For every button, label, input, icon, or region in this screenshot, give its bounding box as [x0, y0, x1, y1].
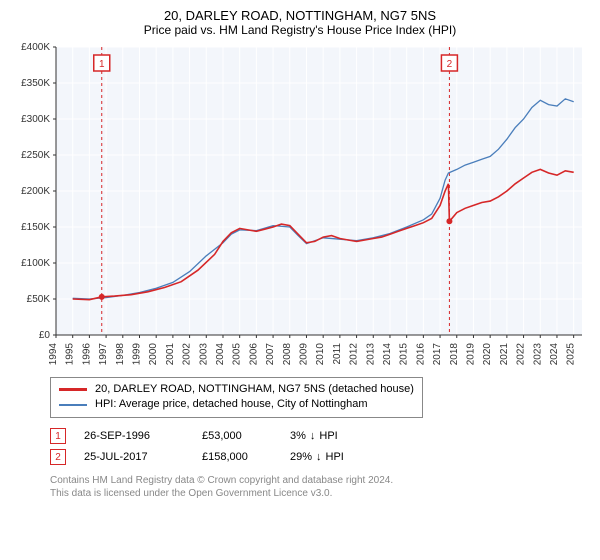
svg-text:2001: 2001	[165, 343, 176, 366]
svg-text:2017: 2017	[432, 343, 443, 366]
txn-date: 26-SEP-1996	[84, 426, 184, 447]
svg-text:2012: 2012	[349, 343, 360, 366]
svg-text:£300K: £300K	[21, 114, 50, 125]
svg-text:2009: 2009	[298, 343, 309, 366]
svg-text:1998: 1998	[115, 343, 126, 366]
svg-text:£150K: £150K	[21, 222, 50, 233]
svg-text:2016: 2016	[415, 343, 426, 366]
txn-date: 25-JUL-2017	[84, 447, 184, 468]
svg-text:2023: 2023	[532, 343, 543, 366]
svg-text:2015: 2015	[399, 343, 410, 366]
svg-text:2022: 2022	[516, 343, 527, 366]
svg-text:£250K: £250K	[21, 150, 50, 161]
transactions-table: 1 26-SEP-1996 £53,000 3% ↓ HPI 2 25-JUL-…	[50, 426, 590, 468]
chart-svg: £0 £50K £100K £150K £200K £250K £300K £350K £400…	[10, 41, 590, 371]
svg-text:2020: 2020	[482, 343, 493, 366]
arrow-down-icon: ↓	[316, 447, 322, 468]
table-row: 2 25-JUL-2017 £158,000 29% ↓ HPI	[50, 447, 590, 468]
svg-text:£0: £0	[39, 330, 51, 341]
svg-text:2014: 2014	[382, 343, 393, 366]
svg-text:1996: 1996	[81, 343, 92, 366]
legend-swatch	[59, 388, 87, 391]
legend-label: 20, DARLEY ROAD, NOTTINGHAM, NG7 5NS (de…	[95, 382, 414, 397]
svg-text:1994: 1994	[48, 343, 59, 366]
marker-badge: 2	[50, 449, 66, 465]
svg-text:1995: 1995	[65, 343, 76, 366]
marker-badge: 1	[50, 428, 66, 444]
svg-text:2011: 2011	[332, 343, 343, 365]
svg-text:1997: 1997	[98, 343, 109, 366]
txn-price: £158,000	[202, 447, 272, 468]
svg-text:2007: 2007	[265, 343, 276, 366]
svg-text:1999: 1999	[131, 343, 142, 366]
svg-text:2024: 2024	[549, 343, 560, 366]
legend-swatch	[59, 404, 87, 407]
legend: 20, DARLEY ROAD, NOTTINGHAM, NG7 5NS (de…	[50, 377, 423, 418]
svg-text:£400K: £400K	[21, 42, 50, 53]
txn-diff: 29% ↓ HPI	[290, 447, 380, 468]
svg-text:2004: 2004	[215, 343, 226, 366]
legend-item: 20, DARLEY ROAD, NOTTINGHAM, NG7 5NS (de…	[59, 382, 414, 397]
svg-text:2008: 2008	[282, 343, 293, 366]
svg-text:2025: 2025	[566, 343, 577, 366]
footer-line: This data is licensed under the Open Gov…	[50, 487, 590, 500]
txn-diff: 3% ↓ HPI	[290, 426, 380, 447]
footer: Contains HM Land Registry data © Crown c…	[50, 474, 590, 500]
svg-text:2006: 2006	[248, 343, 259, 366]
svg-text:2013: 2013	[365, 343, 376, 366]
chart-title: 20, DARLEY ROAD, NOTTINGHAM, NG7 5NS	[10, 8, 590, 23]
chart-subtitle: Price paid vs. HM Land Registry's House …	[10, 23, 590, 37]
svg-text:£50K: £50K	[27, 294, 51, 305]
txn-price: £53,000	[202, 426, 272, 447]
footer-line: Contains HM Land Registry data © Crown c…	[50, 474, 590, 487]
svg-text:£200K: £200K	[21, 186, 50, 197]
chart-area: £0 £50K £100K £150K £200K £250K £300K £350K £400…	[10, 41, 590, 371]
legend-label: HPI: Average price, detached house, City…	[95, 397, 368, 412]
svg-text:2021: 2021	[499, 343, 510, 366]
svg-text:2000: 2000	[148, 343, 159, 366]
title-block: 20, DARLEY ROAD, NOTTINGHAM, NG7 5NS Pri…	[10, 8, 590, 37]
svg-text:2005: 2005	[232, 343, 243, 366]
svg-text:2018: 2018	[449, 343, 460, 366]
svg-text:2002: 2002	[182, 343, 193, 366]
svg-text:£350K: £350K	[21, 78, 50, 89]
svg-text:2010: 2010	[315, 343, 326, 366]
table-row: 1 26-SEP-1996 £53,000 3% ↓ HPI	[50, 426, 590, 447]
arrow-down-icon: ↓	[310, 426, 316, 447]
svg-text:2003: 2003	[198, 343, 209, 366]
svg-text:£100K: £100K	[21, 258, 50, 269]
svg-text:2: 2	[447, 59, 453, 70]
legend-item: HPI: Average price, detached house, City…	[59, 397, 414, 412]
svg-text:1: 1	[99, 59, 105, 70]
svg-text:2019: 2019	[465, 343, 476, 366]
